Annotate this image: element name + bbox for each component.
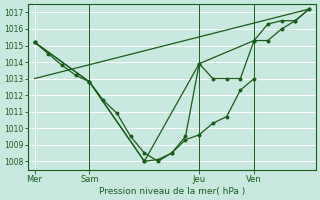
X-axis label: Pression niveau de la mer( hPa ): Pression niveau de la mer( hPa ) <box>99 187 245 196</box>
